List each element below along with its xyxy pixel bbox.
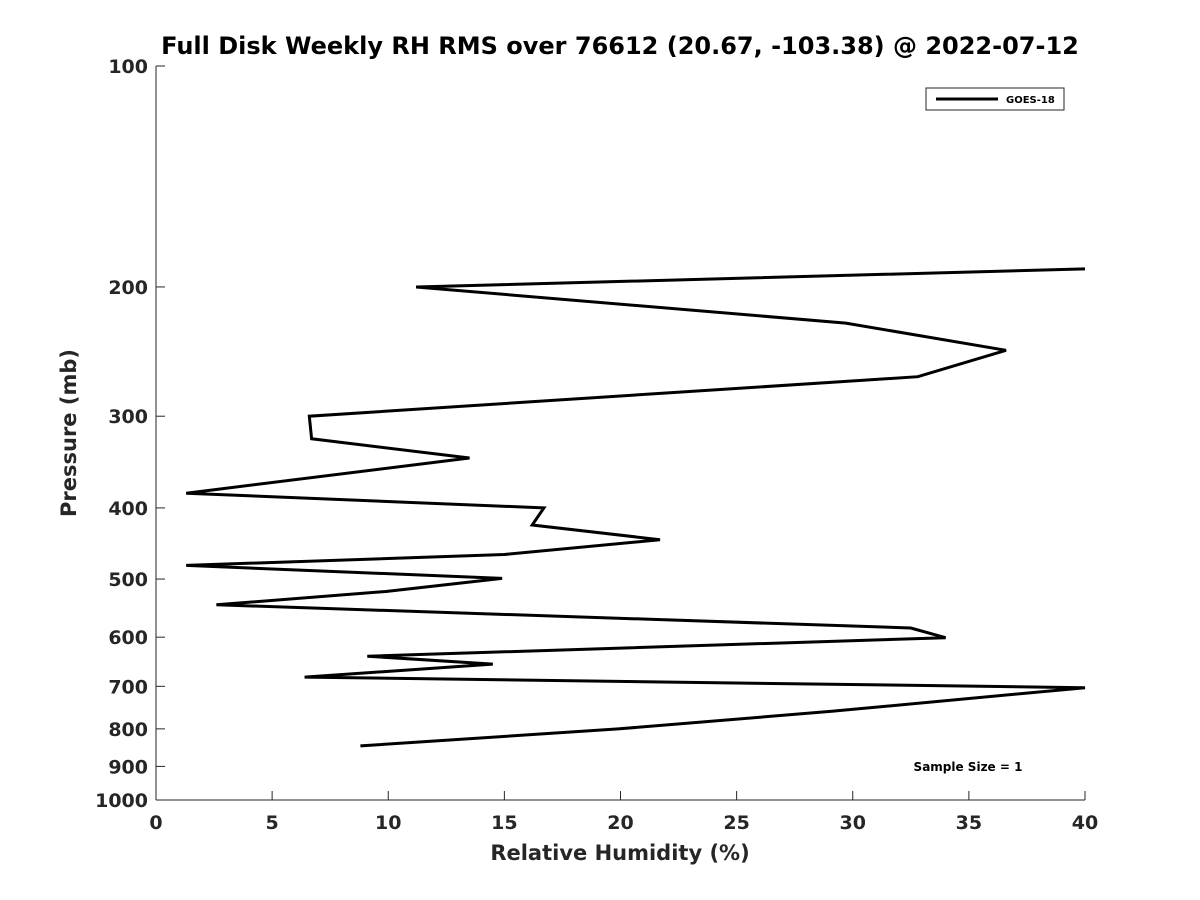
x-axis-label: Relative Humidity (%) [490,841,749,865]
y-tick-label: 300 [108,406,148,428]
y-tick-label: 1000 [95,790,148,812]
x-tick-label: 40 [1072,812,1098,834]
x-tick-label: 35 [956,812,982,834]
y-tick-label: 100 [108,56,148,78]
y-tick-label: 700 [108,676,148,698]
y-tick-label: 800 [108,719,148,741]
chart-title: Full Disk Weekly RH RMS over 76612 (20.6… [161,32,1079,60]
y-tick-label: 500 [108,569,148,591]
x-tick-label: 0 [149,812,162,834]
series-line-goes-18 [186,267,1086,748]
legend-label: GOES-18 [1006,95,1055,106]
legend: GOES-18 [925,87,1065,111]
y-tick-label: 900 [108,756,148,778]
y-tick-label: 600 [108,627,148,649]
y-tick-label: 400 [108,498,148,520]
axes: 0 5 10 15 20 25 30 35 40 100 200 300 400 500 600 700 800… [95,56,1098,834]
x-tick-label: 25 [723,812,749,834]
plot-area [186,267,1086,748]
x-tick-label: 5 [266,812,279,834]
x-tick-label: 20 [607,812,633,834]
x-tick-label: 10 [375,812,401,834]
x-tick-label: 15 [491,812,517,834]
y-axis-label: Pressure (mb) [57,349,81,517]
y-tick-label: 200 [108,277,148,299]
x-tick-label: 30 [840,812,866,834]
sample-size-annotation: Sample Size = 1 [914,760,1023,774]
